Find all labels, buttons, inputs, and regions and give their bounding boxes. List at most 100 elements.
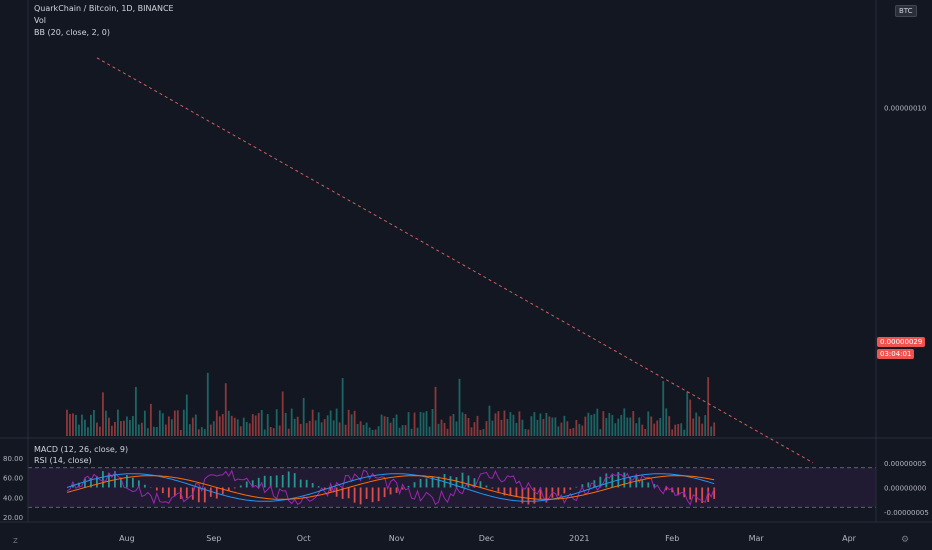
volume-bar [395, 414, 398, 436]
volume-bar [140, 422, 143, 436]
volume-bar [365, 422, 368, 436]
volume-bar [524, 429, 527, 436]
volume-bar [614, 423, 617, 436]
macd-histogram-bar [185, 487, 188, 499]
volume-bar [473, 422, 476, 436]
volume-bar [461, 412, 464, 436]
macd-histogram-bar [275, 475, 278, 488]
volume-bar [668, 416, 671, 436]
rsi-axis-tick: 20.00 [3, 514, 23, 522]
volume-bar [257, 412, 260, 436]
rsi-band-fill [28, 467, 876, 508]
macd-line [66, 473, 715, 502]
time-axis-tick: Aug [119, 534, 135, 543]
time-axis-tick: Sep [206, 534, 221, 543]
volume-bar [69, 413, 71, 436]
volume-bar [305, 423, 308, 436]
macd-histogram-bar [533, 487, 536, 504]
volume-bar [665, 408, 668, 436]
volume-bar [500, 419, 503, 436]
macd-histogram-bar [347, 487, 350, 499]
macd-histogram-bar [545, 487, 548, 503]
macd-histogram-bar [329, 487, 332, 492]
macd-histogram-bar [671, 487, 674, 493]
volume-bar [176, 410, 179, 436]
volume-bar [560, 422, 563, 436]
volume-bar [542, 419, 545, 436]
macd-histogram-bar [108, 472, 110, 488]
macd-histogram-bar [209, 487, 212, 497]
bollinger-label: BB (20, close, 2, 0) [34, 28, 110, 37]
volume-bar [215, 410, 218, 436]
volume-label: Vol [34, 16, 46, 25]
volume-bar [617, 418, 620, 436]
macd-histogram-bar [323, 487, 326, 490]
macd-histogram-bar [143, 484, 146, 488]
volume-bar [332, 420, 335, 436]
volume-bar [446, 428, 449, 436]
volume-bar [398, 427, 401, 436]
volume-bar [641, 424, 644, 436]
volume-bar [650, 416, 653, 436]
volume-bar [644, 428, 647, 436]
time-axis-tick: Mar [749, 534, 765, 543]
volume-bar [488, 405, 491, 436]
macd-histogram-bar [389, 487, 392, 495]
rsi-label: RSI (14, close) [34, 456, 92, 465]
timezone-label[interactable]: Z [13, 537, 18, 545]
volume-bar [96, 422, 98, 436]
volume-bar [320, 422, 323, 436]
volume-bar [317, 412, 320, 436]
volume-bar [407, 412, 410, 436]
volume-bar [287, 428, 290, 436]
volume-bar [78, 424, 80, 436]
volume-bar [263, 429, 266, 436]
macd-histogram-bar [443, 474, 446, 488]
macd-histogram-bar [479, 481, 482, 488]
volume-bar [626, 417, 629, 436]
volume-bar [623, 408, 626, 436]
volume-bar [521, 419, 524, 436]
volume-bar [146, 428, 149, 436]
volume-bar [575, 419, 578, 436]
volume-bar [284, 412, 287, 436]
settings-gear-icon[interactable]: ⚙ [901, 535, 910, 545]
volume-bar [458, 378, 461, 436]
volume-bar [335, 408, 338, 436]
macd-histogram-bar [287, 471, 290, 488]
volume-bar [704, 415, 707, 436]
macd-histogram-bar [227, 487, 230, 492]
volume-bar [545, 413, 548, 436]
volume-bar [449, 416, 452, 436]
volume-bar [584, 416, 587, 436]
volume-bar [356, 424, 359, 436]
volume-bar [75, 414, 77, 436]
time-axis-tick: Feb [665, 534, 679, 543]
volume-bar [413, 412, 416, 436]
macd-histogram-bar [245, 481, 248, 488]
volume-bar [242, 417, 245, 436]
volume-bar [185, 394, 188, 436]
macd-histogram-bar [311, 483, 314, 488]
volume-bar [551, 417, 554, 436]
volume-bar [251, 414, 254, 436]
volume-bar [239, 426, 242, 436]
volume-bar [260, 409, 263, 436]
volume-bar [572, 427, 575, 436]
rsi-axis-tick: 60.00 [3, 475, 23, 483]
volume-bar [179, 429, 182, 436]
volume-bar [518, 411, 521, 436]
macd-histogram-bar [78, 482, 80, 488]
macd-histogram-bar [155, 487, 158, 491]
volume-bar [401, 425, 404, 436]
volume-bar [698, 416, 701, 436]
macd-histogram-bar [509, 487, 512, 496]
volume-bar [629, 417, 632, 436]
macd-histogram-bar [239, 485, 242, 488]
volume-bar [377, 426, 380, 436]
volume-bar [197, 429, 200, 436]
macd-histogram-bar [599, 476, 602, 488]
currency-badge[interactable]: BTC [895, 5, 917, 17]
